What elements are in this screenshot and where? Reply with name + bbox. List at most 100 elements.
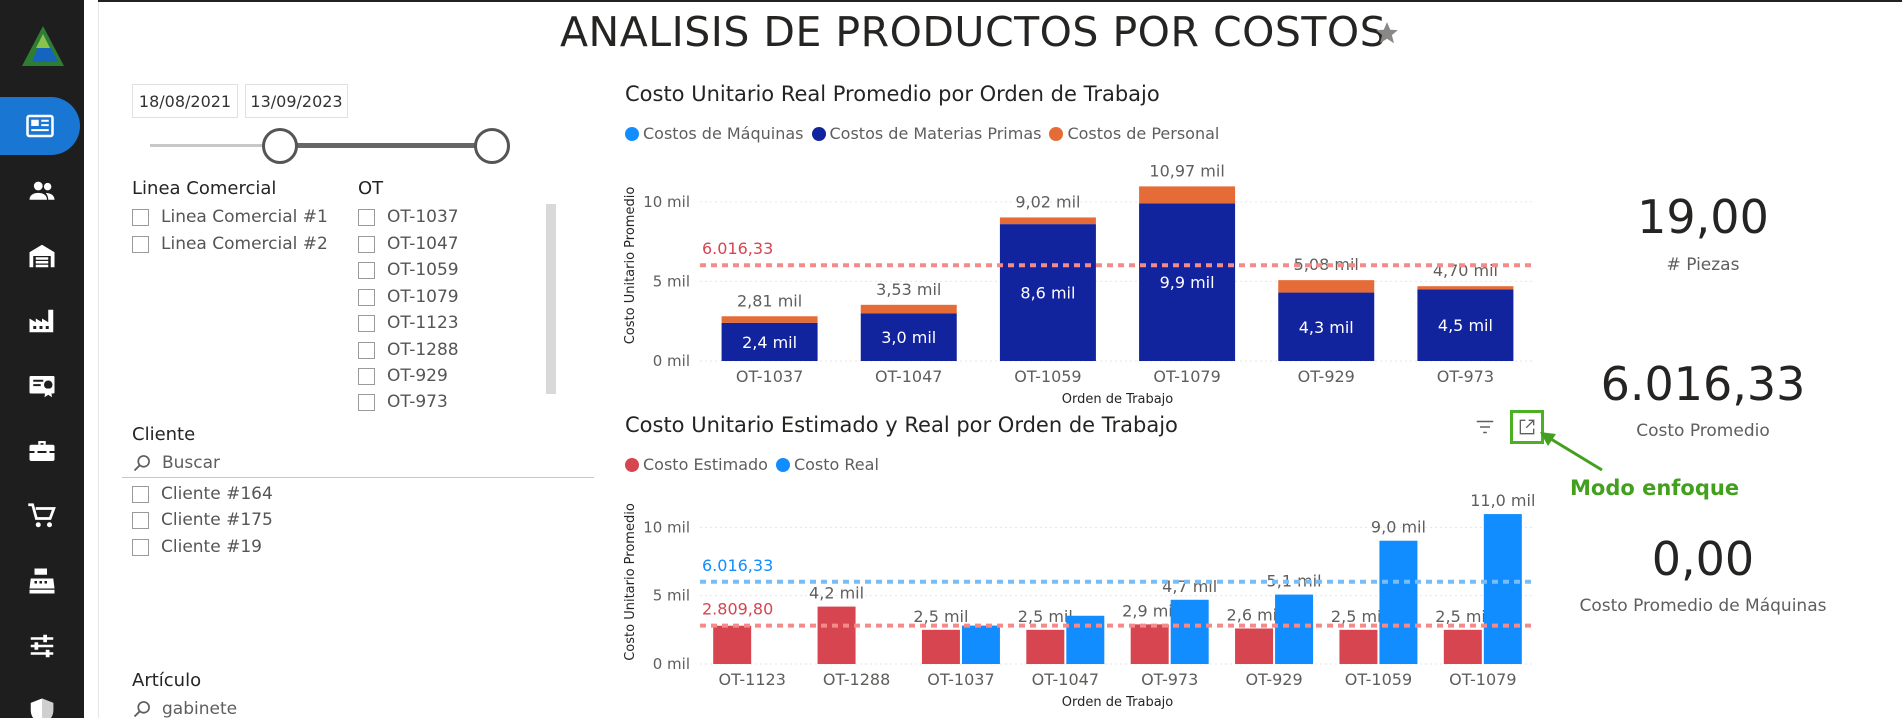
date-slider-start-handle[interactable] xyxy=(262,128,298,164)
slicer-cliente-search[interactable]: Buscar xyxy=(132,453,220,473)
checkbox[interactable] xyxy=(358,367,375,385)
annotation-label: Modo enfoque xyxy=(1570,476,1740,500)
legend-item[interactable]: Costo Real xyxy=(775,455,879,474)
sliders-icon xyxy=(30,634,54,658)
nav-item-security[interactable] xyxy=(0,682,84,718)
date-slider-end-handle[interactable] xyxy=(474,128,510,164)
slicer-ot-item[interactable]: OT-973 xyxy=(358,392,448,412)
slicer-item-label: OT-1288 xyxy=(387,340,459,360)
slicer-item-label: OT-1123 xyxy=(387,313,459,333)
checkbox[interactable] xyxy=(358,393,375,411)
x-tick-label: OT-1288 xyxy=(823,670,890,689)
legend-label: Costos de Máquinas xyxy=(643,124,804,143)
average-line-label: 6.016,33 xyxy=(702,239,773,258)
bar-value-label: 9,0 mil xyxy=(1371,518,1426,537)
chart2-plot[interactable]: 0 mil 5 mil 10 mil Costo Unitario Promedio O… xyxy=(610,490,1550,716)
nav-item-toolbox[interactable] xyxy=(0,422,84,480)
nav-item-cart[interactable] xyxy=(0,487,84,545)
checkbox[interactable] xyxy=(132,208,149,226)
nav-item-report[interactable] xyxy=(0,97,80,155)
legend-item[interactable]: Costos de Materias Primas xyxy=(811,124,1041,143)
nav-item-certificate[interactable] xyxy=(0,357,84,415)
checkbox[interactable] xyxy=(358,314,375,332)
slicer-ot-item[interactable]: OT-1047 xyxy=(358,234,459,254)
slicer-ot-item[interactable]: OT-929 xyxy=(358,366,448,386)
checkbox[interactable] xyxy=(358,288,375,306)
bar xyxy=(1235,628,1274,664)
page-title: ANALISIS DE PRODUCTOS POR COSTOS xyxy=(560,8,1387,56)
x-axis-label: Orden de Trabajo xyxy=(1062,392,1174,407)
slicer-ot-item[interactable]: OT-1037 xyxy=(358,207,459,227)
slicer-cliente-item[interactable]: Cliente #19 xyxy=(132,537,262,557)
checkbox[interactable] xyxy=(132,235,149,253)
bar-segment xyxy=(721,316,818,323)
chart1-plot[interactable]: 0 mil 5 mil 10 mil Costo Unitario Promedio 2… xyxy=(610,160,1550,415)
legend-item[interactable]: Costos de Personal xyxy=(1049,124,1219,143)
x-tick-label: OT-929 xyxy=(1298,367,1355,386)
slicer-item-label: OT-1079 xyxy=(387,287,459,307)
legend-item[interactable]: Costos de Máquinas xyxy=(625,124,804,143)
nav-item-warehouse[interactable] xyxy=(0,227,84,285)
slicer-ot-scrollbar[interactable] xyxy=(546,204,556,394)
search-icon xyxy=(133,455,150,472)
slicer-item-label: OT-973 xyxy=(387,392,448,412)
bar-segment xyxy=(721,322,818,361)
filter-icon[interactable] xyxy=(1474,416,1496,438)
slicer-linea-item[interactable]: Linea Comercial #1 xyxy=(132,207,328,227)
star-icon[interactable] xyxy=(1374,20,1400,46)
slicer-ot-item[interactable]: OT-1288 xyxy=(358,340,459,360)
bar-value-label: 2,6 mil xyxy=(1227,605,1282,624)
nav-item-people[interactable] xyxy=(0,162,84,220)
checkbox[interactable] xyxy=(132,511,149,529)
bar-value-label: 2,5 mil xyxy=(1435,607,1490,626)
app-logo[interactable] xyxy=(20,24,66,70)
checkbox[interactable] xyxy=(358,341,375,359)
slicer-ot-item[interactable]: OT-1079 xyxy=(358,287,459,307)
x-tick-label: OT-1079 xyxy=(1153,367,1220,386)
x-tick-label: OT-1037 xyxy=(927,670,994,689)
news-icon xyxy=(26,114,54,138)
card-costo-promedio-value: 6.016,33 xyxy=(1600,357,1806,411)
legend-label: Costo Real xyxy=(793,455,879,474)
nav-item-cash-register[interactable] xyxy=(0,552,84,610)
bar-value-label: 4,7 mil xyxy=(1162,577,1217,596)
focus-mode-button[interactable] xyxy=(1510,410,1544,444)
checkbox[interactable] xyxy=(132,485,149,503)
bar-segment xyxy=(1139,203,1236,361)
bar-segment xyxy=(999,217,1096,225)
y-axis-label: Costo Unitario Promedio xyxy=(623,187,638,345)
bar-value-label: 11,0 mil xyxy=(1470,491,1535,510)
y-axis-label: Costo Unitario Promedio xyxy=(623,503,638,661)
cash-register-icon xyxy=(29,568,55,594)
bar-segment xyxy=(999,224,1096,361)
chart2-legend: Costo Estimado Costo Real xyxy=(625,455,887,474)
visual-header xyxy=(1474,410,1544,444)
date-end-field[interactable]: 13/09/2023 xyxy=(245,84,348,118)
checkbox[interactable] xyxy=(132,538,149,556)
search-underline xyxy=(122,477,594,478)
bar-value-label: 2,5 mil xyxy=(1018,607,1073,626)
slicer-linea-item[interactable]: Linea Comercial #2 xyxy=(132,234,328,254)
slicer-articulo-search[interactable]: gabinete xyxy=(132,699,237,718)
legend-item[interactable]: Costo Estimado xyxy=(625,455,768,474)
y-tick-label: 5 mil xyxy=(653,272,690,290)
nav-item-settings[interactable] xyxy=(0,617,84,675)
chart1-legend: Costos de Máquinas Costos de Materias Pr… xyxy=(625,124,1227,143)
date-start-field[interactable]: 18/08/2021 xyxy=(132,84,238,118)
bar xyxy=(1275,594,1314,664)
checkbox[interactable] xyxy=(358,235,375,253)
slicer-ot-item[interactable]: OT-1123 xyxy=(358,313,459,333)
legend-label: Costo Estimado xyxy=(643,455,768,474)
certificate-icon xyxy=(29,376,55,398)
card-piezas-label: # Piezas xyxy=(1666,255,1740,275)
slicer-item-label: OT-1059 xyxy=(387,260,459,280)
checkbox[interactable] xyxy=(358,261,375,279)
slicer-ot-item[interactable]: OT-1059 xyxy=(358,260,459,280)
average-line-label: 6.016,33 xyxy=(702,556,773,575)
nav-item-factory[interactable] xyxy=(0,292,84,350)
checkbox[interactable] xyxy=(358,208,375,226)
slicer-cliente-item[interactable]: Cliente #164 xyxy=(132,484,273,504)
legend-dot xyxy=(625,126,639,141)
slicer-cliente-item[interactable]: Cliente #175 xyxy=(132,510,273,530)
legend-dot xyxy=(775,457,790,472)
